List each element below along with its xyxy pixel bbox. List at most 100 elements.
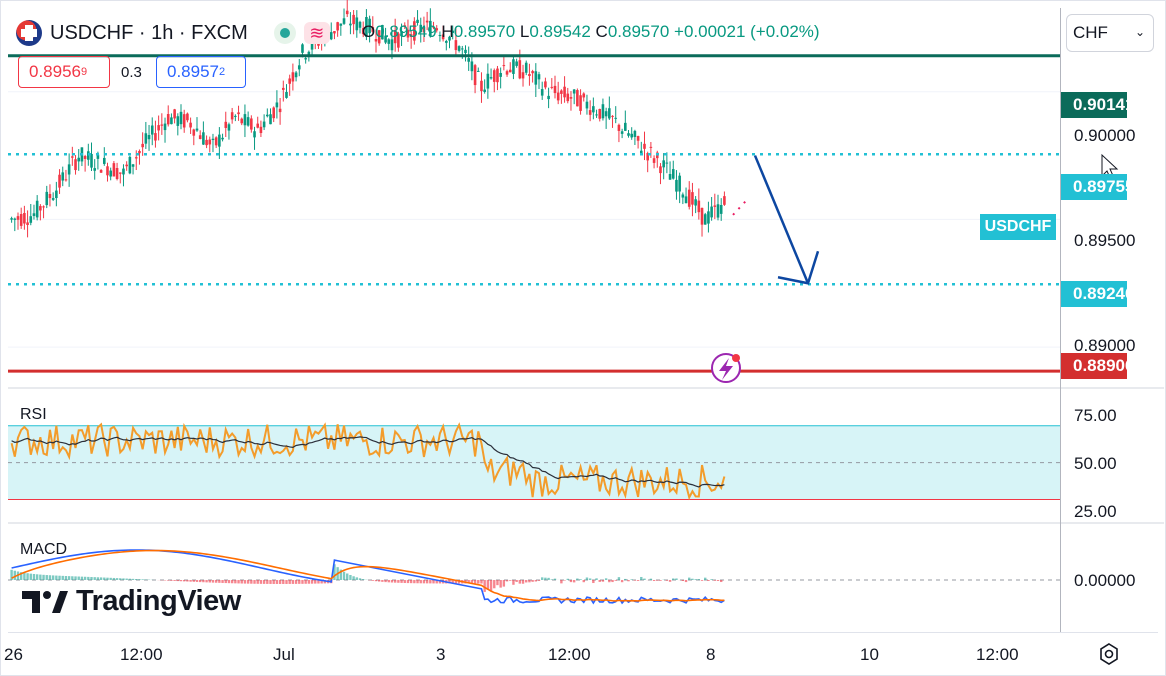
macd-histogram-bar — [496, 580, 499, 586]
candle-body — [553, 85, 557, 94]
candle-body — [243, 114, 247, 126]
candle-body — [352, 14, 355, 25]
candle-body — [365, 17, 368, 37]
candle-body — [518, 60, 522, 79]
candle-body — [67, 164, 71, 175]
candle-body — [182, 114, 186, 128]
tradingview-logo[interactable]: TradingView — [22, 585, 241, 618]
candle-body — [166, 114, 170, 125]
sell-button[interactable]: 0.8956 9 — [18, 56, 110, 88]
symbol-title[interactable]: USDCHF · 1h · FXCM — [50, 21, 248, 44]
rsi-label[interactable]: RSI — [20, 406, 47, 423]
candle-body — [390, 39, 394, 51]
candle-body — [118, 172, 122, 174]
candle-body — [534, 71, 538, 85]
macd-histogram-bar — [282, 580, 285, 584]
macd-histogram-bar — [700, 580, 704, 581]
candle-body — [240, 118, 244, 124]
macd-histogram-bar — [10, 569, 13, 580]
candle-body — [547, 95, 550, 100]
price-tick: 0.89500 — [1074, 231, 1136, 250]
candle-body — [291, 72, 295, 82]
alert-dot-icon — [732, 354, 740, 362]
macd-histogram-bar — [317, 580, 320, 584]
candle-body — [256, 123, 260, 128]
macd-histogram-bar — [48, 575, 52, 580]
candle-body — [224, 121, 228, 128]
rsi-tick: 50.00 — [1074, 454, 1117, 473]
candle-body — [45, 191, 49, 206]
candle-body — [560, 90, 563, 94]
candle-body — [387, 39, 391, 44]
buy-button[interactable]: 0.8957 2 — [156, 56, 246, 88]
macd-histogram-bar — [221, 580, 224, 583]
candle-body — [64, 179, 68, 181]
currency-select[interactable]: CHF ⌄ — [1066, 14, 1154, 52]
candle-body — [377, 30, 381, 44]
macd-histogram-bar — [652, 580, 656, 582]
settings-gear-icon[interactable] — [1098, 643, 1120, 665]
candle-body — [624, 122, 627, 131]
macd-histogram-bar — [71, 576, 74, 580]
level-tag-support[interactable]: 0.88906 — [1061, 353, 1134, 379]
level-tag-lower-dotted[interactable]: 0.89246 — [1061, 281, 1134, 307]
rsi-line — [10, 422, 726, 501]
candle-body — [285, 91, 288, 98]
macd-histogram-bar — [713, 580, 717, 581]
macd-histogram-bar — [531, 580, 534, 582]
candle-body — [208, 139, 212, 145]
candle-body — [195, 128, 199, 131]
candle-body — [400, 30, 403, 37]
candle-body — [214, 137, 218, 146]
macd-histogram-bar — [237, 580, 240, 584]
macd-histogram-bar — [176, 580, 180, 582]
macd-histogram-bar — [307, 580, 311, 584]
price-tick: 0.90000 — [1074, 126, 1136, 145]
macd-histogram-bar — [323, 580, 327, 584]
candle-body — [186, 113, 189, 121]
candle-body — [451, 30, 455, 33]
candle-body — [154, 133, 157, 141]
market-open-icon[interactable] — [273, 22, 296, 44]
candle-body — [170, 117, 173, 125]
indicator-wave-icon[interactable]: ≋ — [303, 22, 330, 44]
macd-histogram-bar — [173, 580, 176, 581]
candle-body — [659, 166, 662, 174]
macd-histogram-bar — [362, 579, 365, 580]
candle-body — [74, 159, 77, 171]
candle-body — [665, 162, 669, 164]
macd-histogram-bar — [553, 578, 557, 580]
candle-body — [29, 216, 33, 223]
macd-histogram-bar — [80, 576, 84, 580]
macd-histogram-bar — [675, 578, 678, 580]
macd-histogram-bar — [106, 577, 109, 580]
macd-histogram-bar — [473, 580, 477, 584]
candle-body — [483, 89, 486, 92]
candle-body — [413, 21, 416, 41]
level-tag-upper-dotted[interactable]: 0.89755 — [1061, 174, 1134, 200]
macd-histogram-bar — [83, 576, 87, 580]
macd-histogram-bar — [406, 580, 410, 584]
level-tag-resistance[interactable]: 0.90141 — [1061, 92, 1134, 118]
candle-body — [588, 110, 592, 115]
macd-histogram-bar — [339, 569, 343, 580]
candle-body — [77, 157, 81, 162]
symbol-header[interactable]: USDCHF · 1h · FXCM ≋ — [16, 18, 330, 48]
ohlc-readout: O0.89549 H0.89570 L0.89542 C0.89570 +0.0… — [362, 22, 820, 41]
candle-body — [125, 164, 128, 167]
candle-body — [480, 80, 483, 92]
macd-histogram-bar — [633, 580, 637, 581]
macd-histogram-bar — [189, 580, 192, 582]
candle-body — [473, 65, 477, 86]
candle-body — [531, 71, 534, 74]
macd-histogram-bar — [320, 580, 323, 584]
macd-label[interactable]: MACD — [20, 541, 68, 558]
candle-body — [90, 153, 93, 168]
usd-flag-icon — [16, 20, 42, 46]
macd-histogram-bar — [227, 580, 231, 584]
candle-body — [227, 124, 231, 131]
candle-body — [297, 65, 301, 70]
macd-histogram-bar — [643, 578, 646, 580]
macd-histogram-bar — [390, 580, 394, 583]
